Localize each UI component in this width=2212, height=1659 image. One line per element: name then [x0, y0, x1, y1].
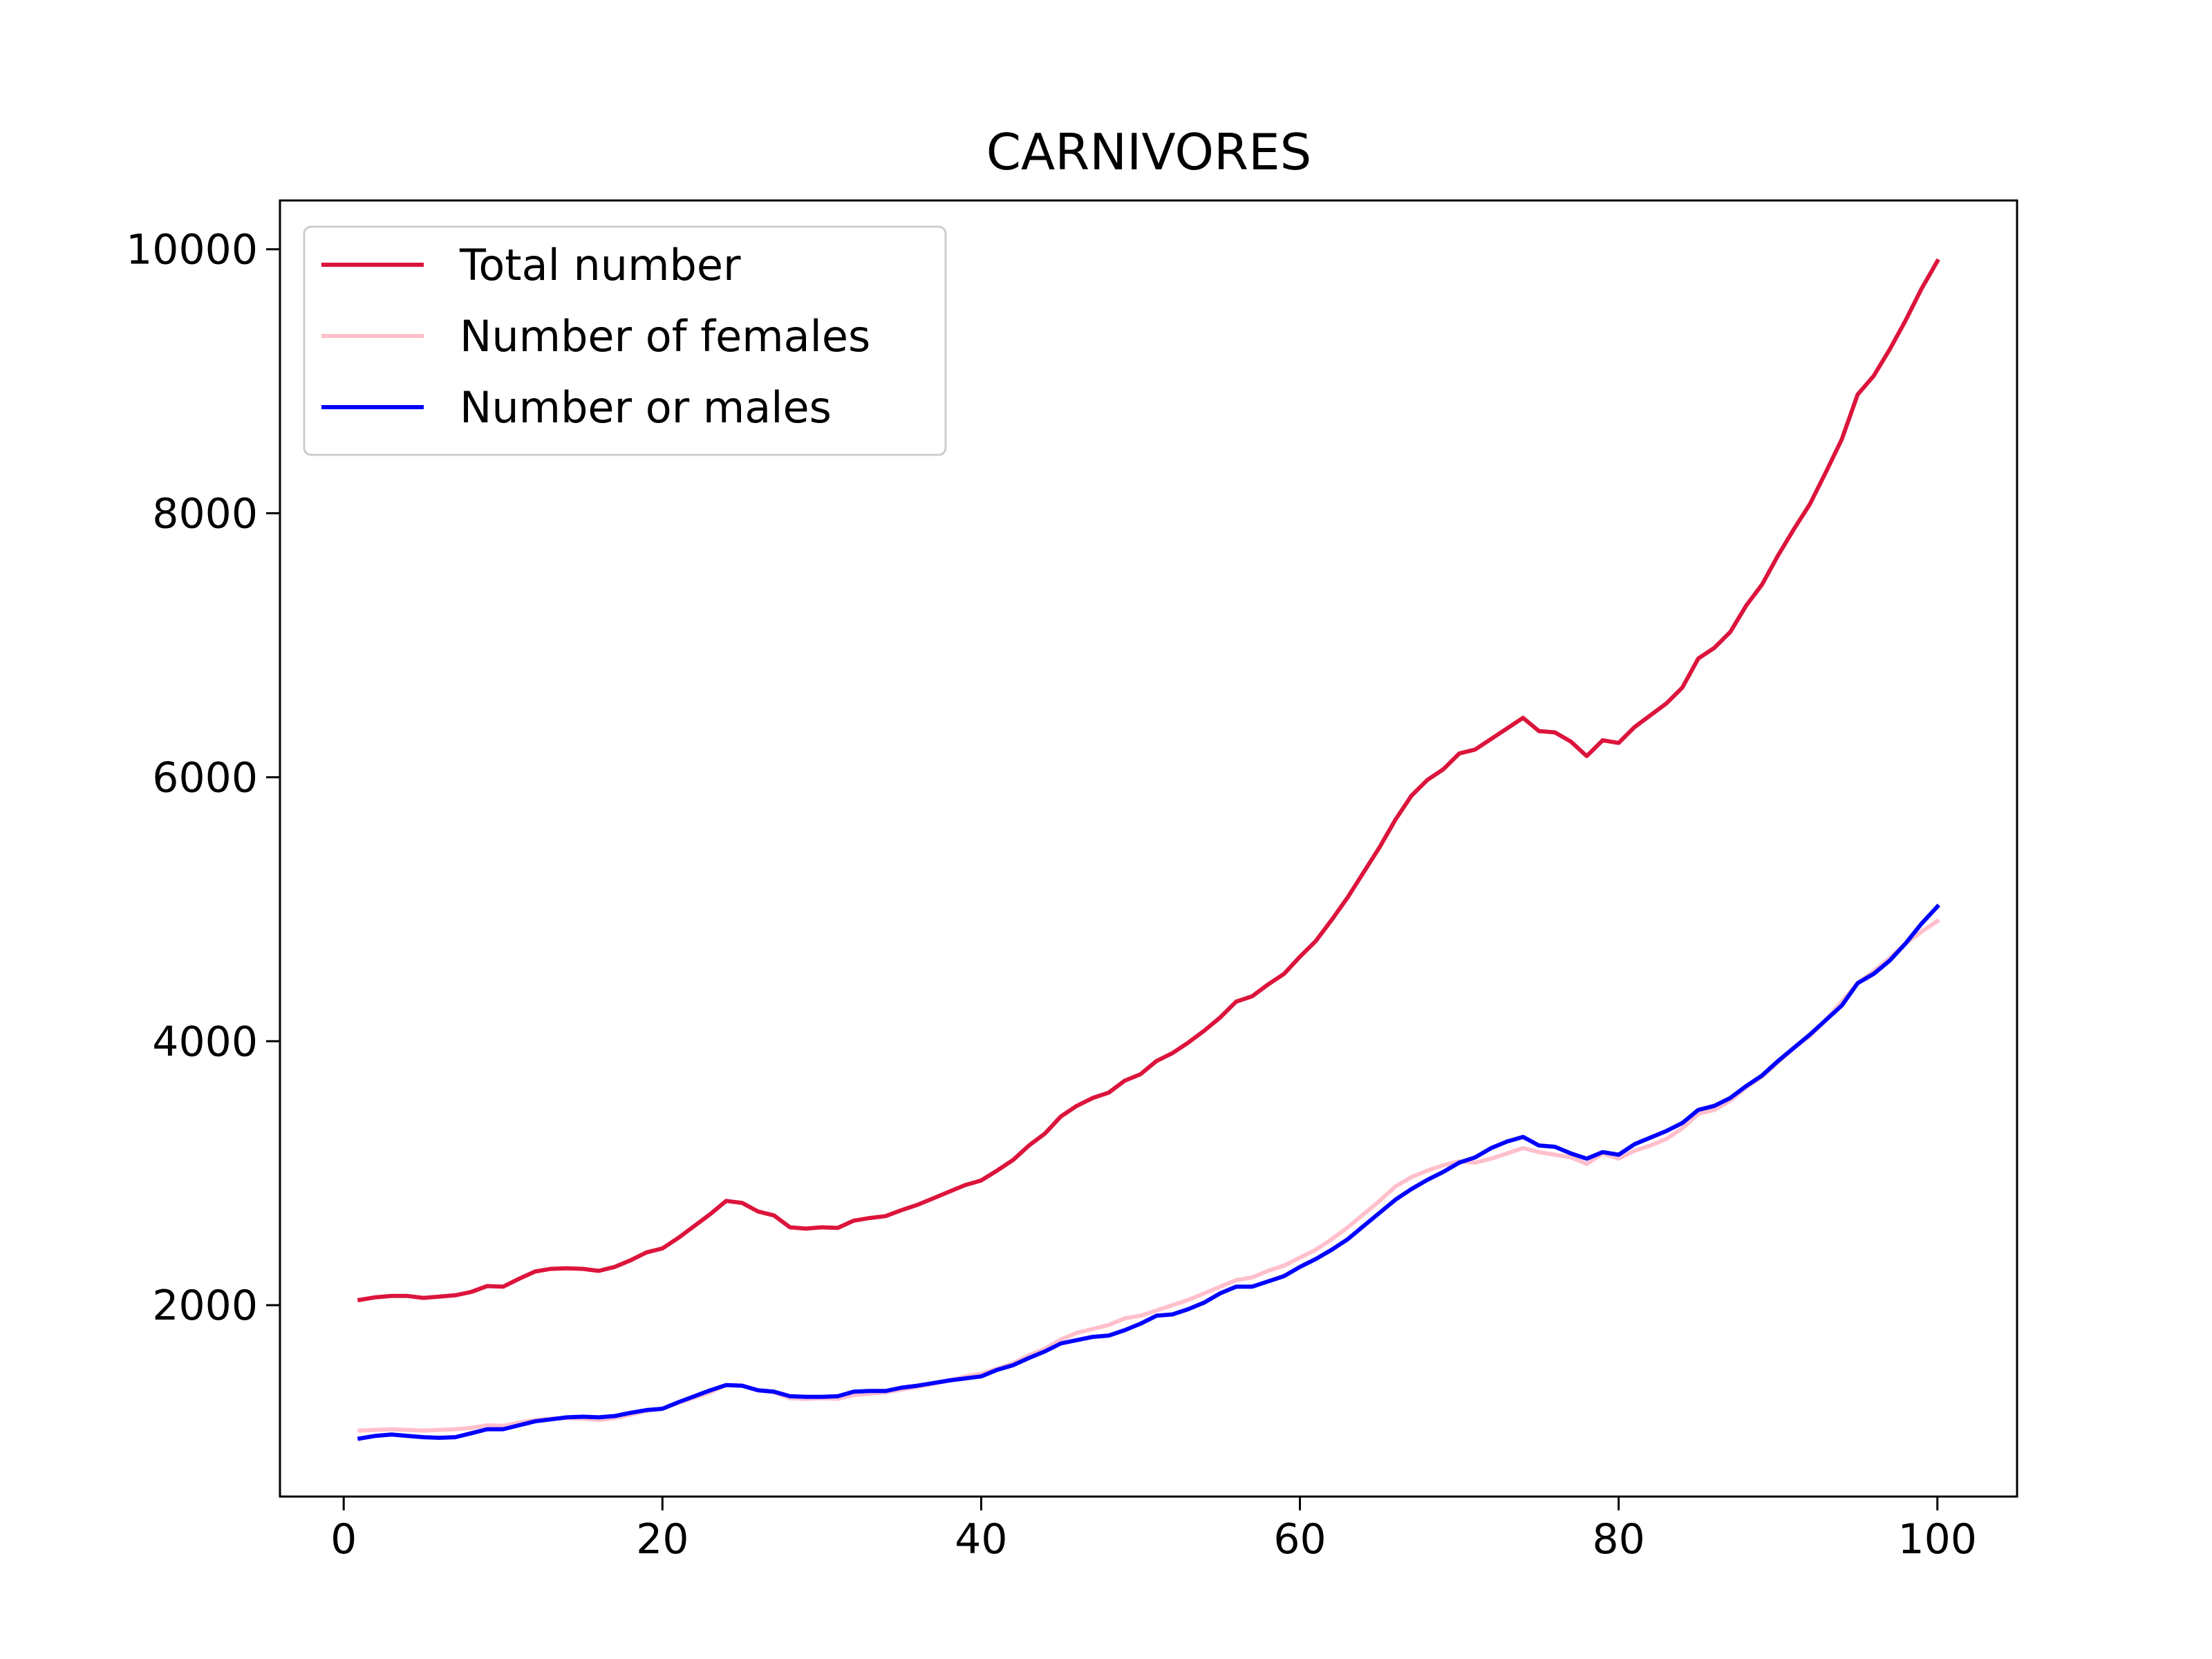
series-line-2 — [357, 903, 1940, 1441]
x-tick-label-5: 100 — [1897, 1515, 1977, 1564]
series-line-1 — [357, 918, 1940, 1433]
chart-title: CARNIVORES — [986, 123, 1312, 181]
legend-items: Total number Number of females Number or m… — [321, 240, 870, 433]
x-tick-label-0: 0 — [330, 1515, 357, 1564]
y-tick-label-2: 6000 — [152, 753, 258, 802]
y-tick-label-1: 4000 — [152, 1018, 258, 1066]
series-line-0 — [357, 258, 1940, 1302]
plot-frame — [279, 199, 2018, 1498]
x-tick-label-4: 80 — [1592, 1515, 1644, 1564]
x-tick-label-1: 20 — [636, 1515, 688, 1564]
y-axis: 2000 4000 6000 8000 10000 — [126, 226, 280, 1330]
legend-label-2: Number or males — [460, 382, 832, 433]
y-tick-label-4: 10000 — [126, 226, 258, 274]
x-axis: 0 20 40 60 80 100 — [330, 1497, 1977, 1564]
y-tick-label-0: 2000 — [152, 1282, 258, 1330]
legend: Total number Number of females Number or m… — [303, 225, 947, 456]
plot-lines — [357, 258, 1940, 1441]
x-tick-label-3: 60 — [1273, 1515, 1326, 1564]
legend-label-1: Number of females — [460, 311, 870, 362]
x-tick-label-2: 40 — [955, 1515, 1007, 1564]
y-tick-label-3: 8000 — [152, 490, 258, 538]
legend-label-0: Total number — [459, 240, 741, 290]
legend-box — [303, 225, 947, 456]
